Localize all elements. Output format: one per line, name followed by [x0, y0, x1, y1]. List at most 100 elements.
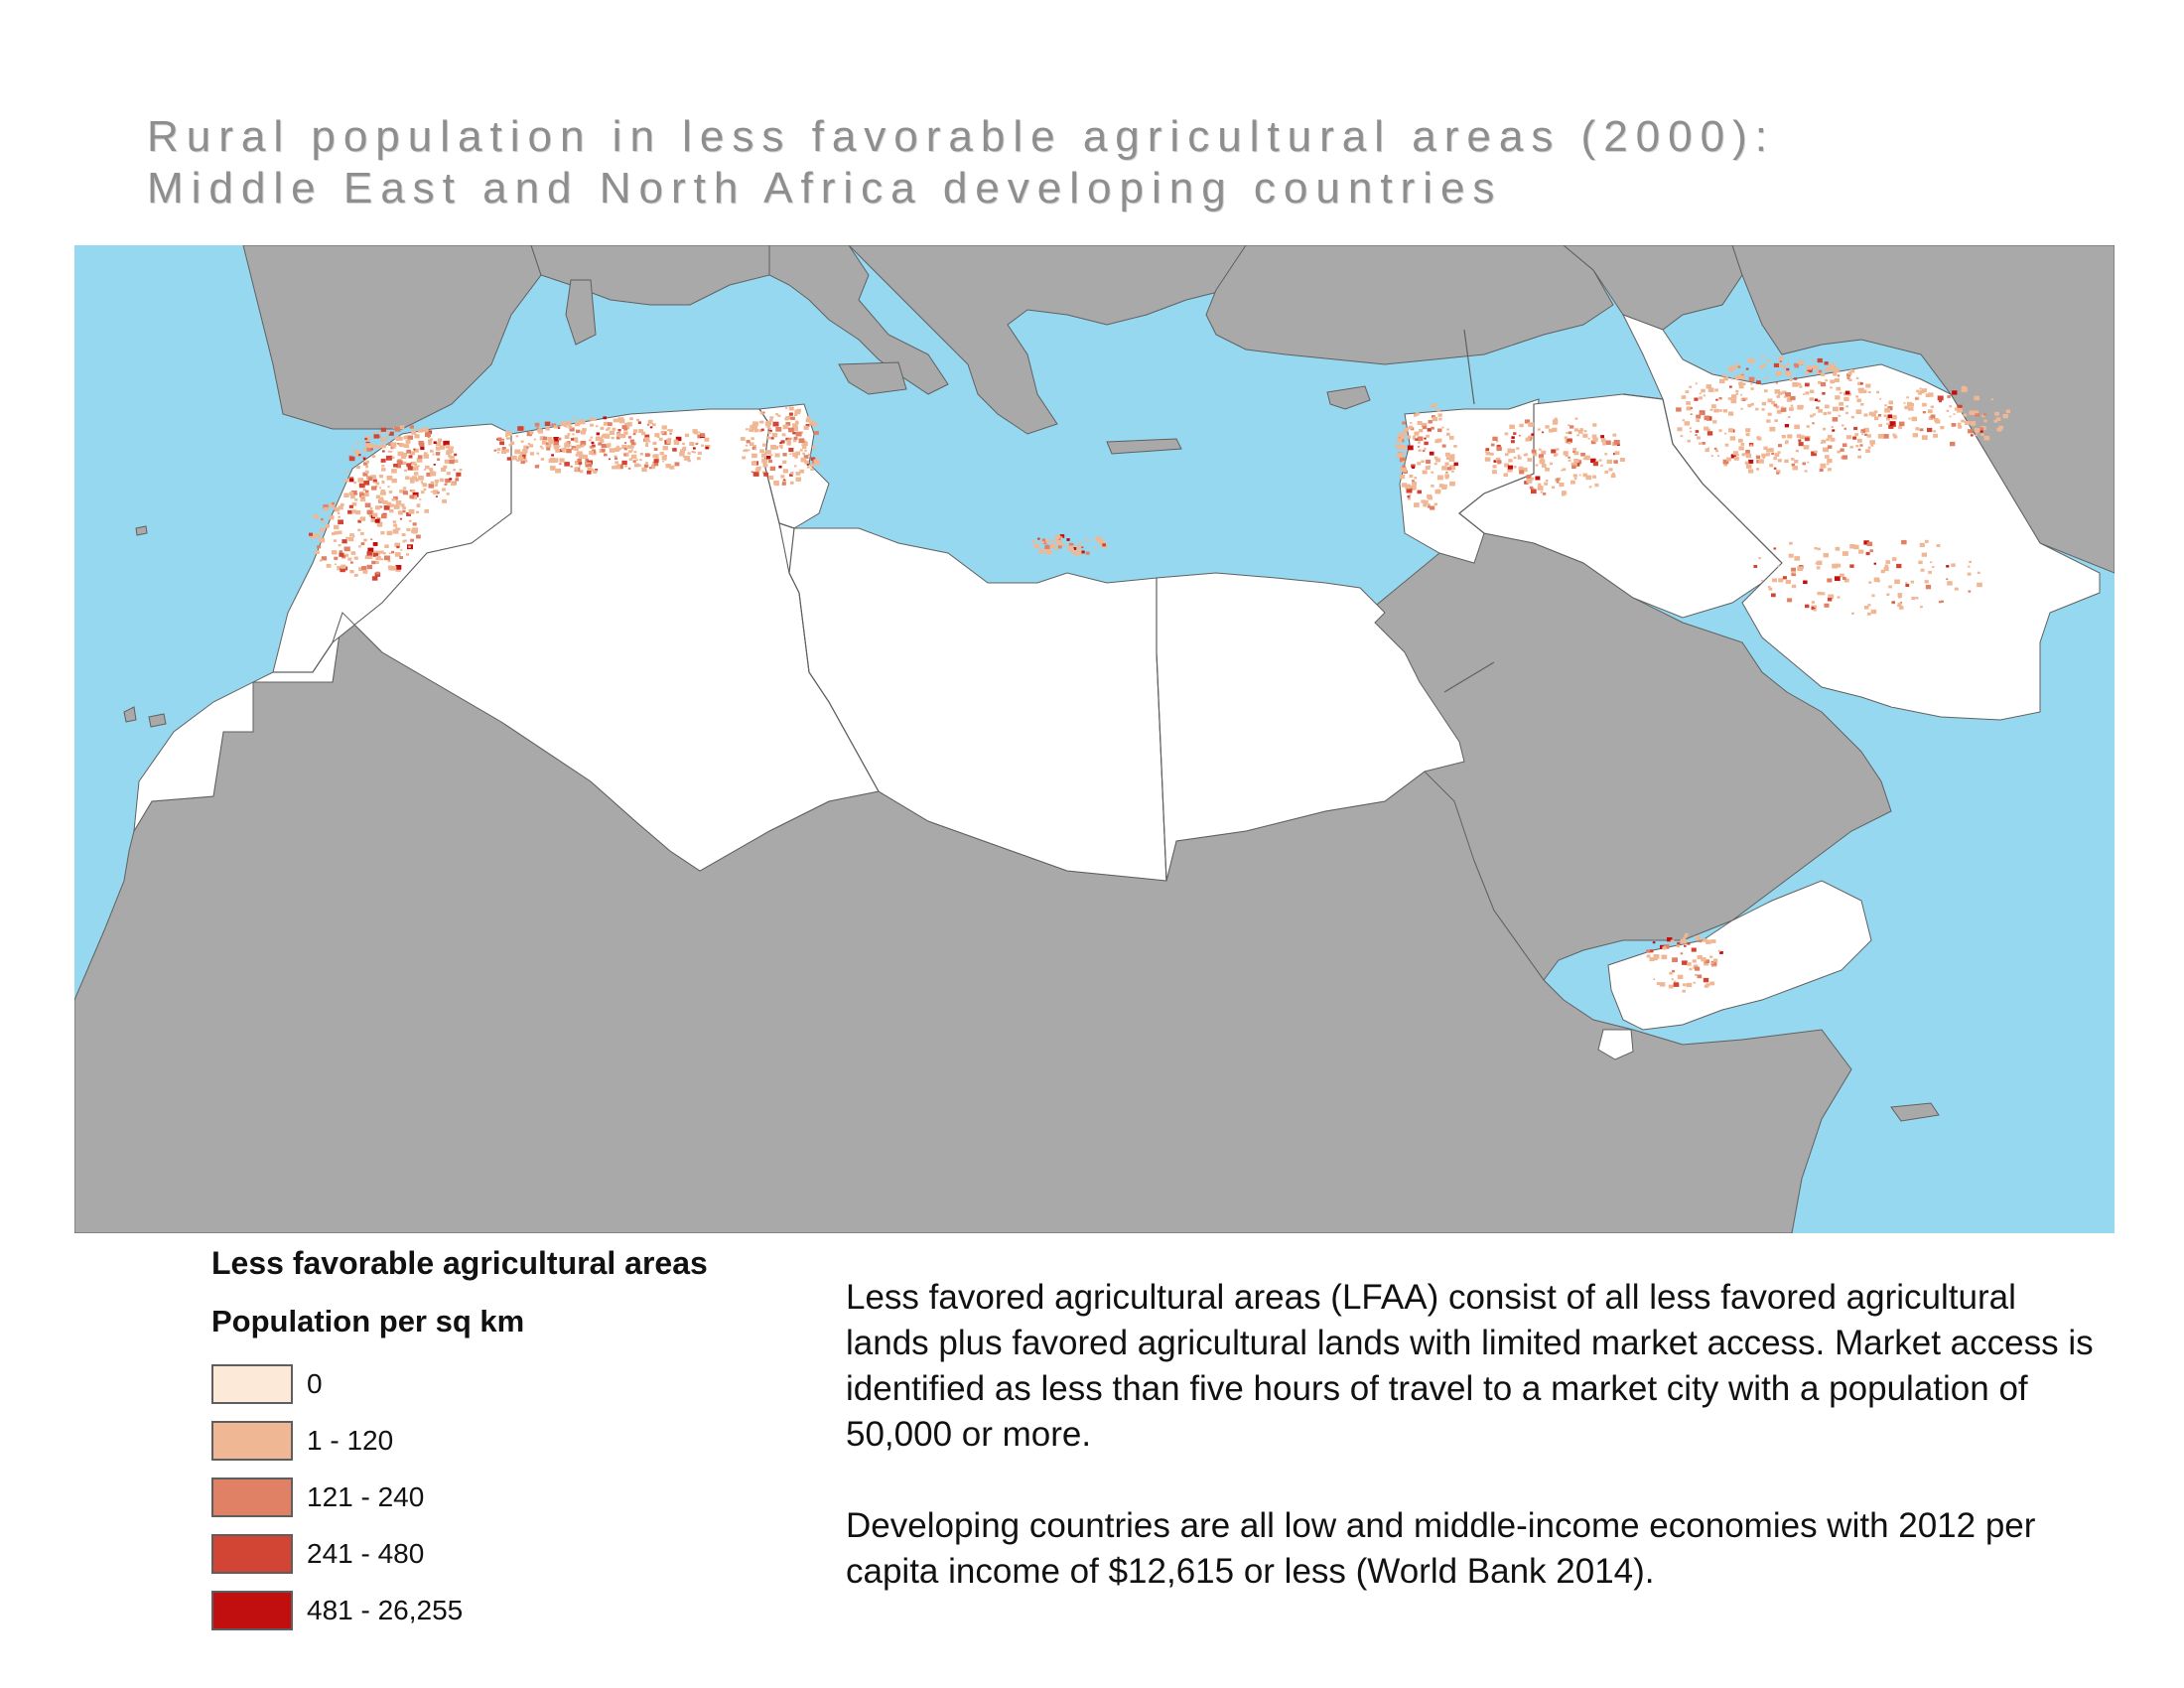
density-cell [1950, 441, 1956, 447]
density-cell [407, 435, 414, 440]
density-cell [386, 431, 390, 434]
density-cell [1447, 433, 1450, 436]
density-cell [672, 448, 677, 452]
density-cell [1767, 412, 1772, 416]
density-cell [1820, 463, 1827, 469]
density-cell [1444, 462, 1449, 466]
density-cell [1699, 392, 1702, 395]
density-cell [1646, 949, 1651, 953]
density-cell [1417, 490, 1422, 494]
density-cell [1927, 409, 1933, 414]
density-cell [559, 463, 562, 466]
density-cell [386, 501, 392, 506]
density-cell [1503, 473, 1508, 477]
density-cell [1769, 426, 1776, 432]
density-cell [1687, 962, 1692, 966]
density-cell [1763, 446, 1768, 451]
density-cell [750, 442, 754, 446]
density-cell [1818, 369, 1823, 373]
density-cell [404, 435, 409, 439]
density-cell [451, 482, 456, 487]
density-cell [1656, 982, 1661, 985]
density-cell [314, 550, 320, 554]
density-cell [1925, 393, 1931, 397]
density-cell [340, 502, 344, 506]
map-title-line-2: Middle East and North Africa developing … [147, 164, 1503, 212]
density-cell [1568, 459, 1571, 462]
density-cell [1761, 579, 1764, 582]
density-cell [559, 458, 565, 463]
density-cell [1789, 541, 1793, 545]
density-cell [753, 448, 757, 451]
density-cell [562, 450, 566, 453]
density-cell [1846, 373, 1851, 377]
density-cell [411, 490, 416, 492]
density-cell [1840, 407, 1844, 411]
density-cell [762, 411, 765, 414]
density-cell [1672, 957, 1678, 962]
density-cell [548, 458, 555, 464]
density-cell [623, 447, 627, 451]
density-cell [1695, 974, 1698, 976]
density-cell [350, 491, 357, 495]
density-cell [1745, 428, 1751, 433]
density-cell [434, 480, 439, 484]
density-cell [1492, 465, 1497, 469]
density-cell [1414, 502, 1420, 507]
density-cell [1888, 400, 1893, 405]
density-cell [388, 431, 394, 436]
density-cell [1805, 437, 1810, 442]
density-cell [341, 564, 346, 569]
density-cell [1568, 441, 1571, 445]
density-cell [338, 530, 342, 535]
density-cell [1081, 546, 1084, 549]
density-cell [378, 445, 382, 449]
density-cell [1508, 459, 1513, 463]
density-cell [623, 453, 626, 456]
density-cell [1990, 398, 1994, 401]
density-cell [1764, 376, 1768, 379]
density-cell [674, 462, 680, 467]
density-cell [787, 438, 791, 441]
density-cell [1858, 549, 1864, 554]
density-cell [1507, 465, 1513, 470]
density-cell [396, 545, 400, 549]
density-cell [1411, 464, 1416, 468]
density-cell [1437, 428, 1442, 433]
density-cell [1870, 444, 1874, 447]
density-cell [1434, 439, 1439, 444]
density-cell [361, 494, 364, 498]
density-cell [1842, 455, 1847, 460]
density-cell [413, 466, 419, 471]
density-cell [323, 504, 329, 509]
density-cell [375, 505, 381, 510]
density-cell [1407, 495, 1411, 498]
density-cell [1691, 947, 1697, 952]
density-cell [1745, 367, 1749, 370]
density-cell [1412, 435, 1416, 439]
density-cell [410, 451, 415, 456]
density-cell [1814, 547, 1818, 550]
density-cell [1540, 457, 1544, 460]
density-cell [579, 470, 584, 474]
density-cell [444, 459, 450, 464]
density-cell [364, 436, 370, 441]
density-cell [664, 458, 667, 461]
density-cell [391, 497, 395, 501]
density-cell [751, 437, 754, 440]
density-cell [1085, 538, 1089, 541]
density-cell [380, 496, 384, 499]
density-cell [1652, 941, 1656, 944]
density-cell [1836, 386, 1842, 391]
density-cell [1963, 413, 1968, 417]
density-cell [1670, 939, 1675, 943]
density-cell [1833, 372, 1838, 376]
density-cell [662, 460, 665, 463]
density-cell [806, 416, 811, 420]
density-cell [1649, 949, 1654, 953]
density-cell [1570, 462, 1575, 466]
density-cell [1400, 467, 1403, 469]
density-cell [1791, 572, 1796, 577]
density-cell [1918, 391, 1923, 395]
density-cell [402, 461, 407, 465]
